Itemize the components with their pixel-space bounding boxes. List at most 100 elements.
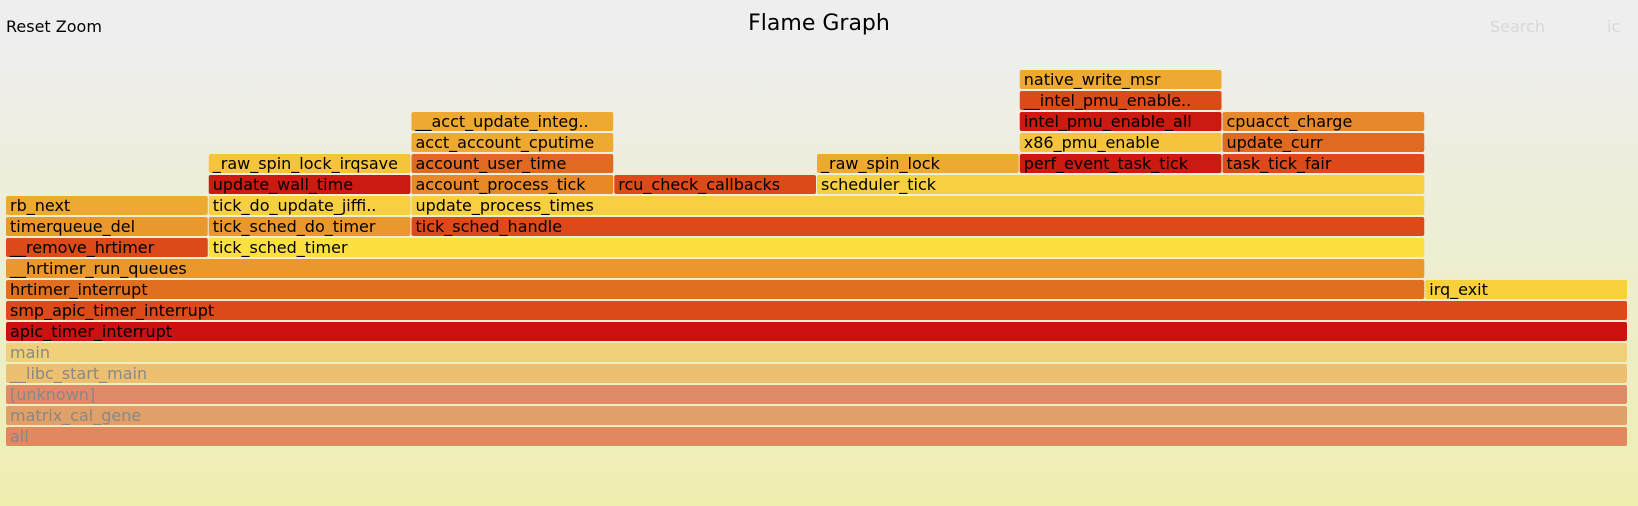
frame-label: matrix_cal_gene xyxy=(10,406,141,426)
frame-rect[interactable] xyxy=(1425,280,1627,299)
frame-rect[interactable] xyxy=(6,385,1627,404)
frame-label: rcu_check_callbacks xyxy=(618,175,780,195)
frame-label: _raw_spin_lock_irqsave xyxy=(212,154,398,174)
frame-rect[interactable] xyxy=(817,175,1425,194)
frame-account-process-tick[interactable]: account_process_tick xyxy=(411,175,614,195)
frame-rect[interactable] xyxy=(208,217,411,236)
frame-tick-sched-do-timer[interactable]: tick_sched_do_timer xyxy=(208,217,411,237)
frame-tick-sched-timer[interactable]: tick_sched_timer xyxy=(208,238,1425,258)
frame-rect[interactable] xyxy=(614,175,816,194)
frame-account-user-time[interactable]: account_user_time xyxy=(411,154,614,174)
frame-libc-start-main[interactable]: __libc_start_main xyxy=(6,364,1627,384)
frame-rect[interactable] xyxy=(6,322,1627,341)
frame-label: tick_sched_handle xyxy=(416,217,563,237)
frame-matrix-cal-gene[interactable]: matrix_cal_gene xyxy=(6,406,1627,426)
frame-acct-account-cputime[interactable]: acct_account_cputime xyxy=(411,133,614,153)
frame-rect[interactable] xyxy=(6,343,1627,362)
frame-label: hrtimer_interrupt xyxy=(10,280,148,300)
frame-rect[interactable] xyxy=(1019,91,1222,110)
frame-update-wall-time[interactable]: update_wall_time xyxy=(208,175,411,195)
frame-label: tick_do_update_jiffi.. xyxy=(213,196,377,216)
frame-rect[interactable] xyxy=(208,154,411,173)
frame-native-write-msr[interactable]: native_write_msr xyxy=(1019,70,1222,90)
frame-rect[interactable] xyxy=(411,196,1425,215)
frame-remove-hrtimer[interactable]: __remove_hrtimer xyxy=(6,238,208,258)
frame-rect[interactable] xyxy=(1222,133,1425,152)
frame-label: x86_pmu_enable xyxy=(1024,133,1160,153)
frame-rect[interactable] xyxy=(6,406,1627,425)
frame-intel-pmu-enable-all[interactable]: intel_pmu_enable_all xyxy=(1019,112,1222,132)
frame-rect[interactable] xyxy=(411,133,614,152)
frame-unknown[interactable]: [unknown] xyxy=(6,385,1627,404)
frame-rect[interactable] xyxy=(6,427,1627,446)
frame-raw-spin-lock-irqsave[interactable]: _raw_spin_lock_irqsave xyxy=(208,154,411,174)
frame-label: apic_timer_interrupt xyxy=(10,322,172,342)
frame-main[interactable]: main xyxy=(6,343,1627,362)
frame-label: perf_event_task_tick xyxy=(1024,154,1189,174)
frame-apic-timer-interrupt[interactable]: apic_timer_interrupt xyxy=(6,322,1627,342)
frame-label: main xyxy=(10,343,50,362)
frame-task-tick-fair[interactable]: task_tick_fair xyxy=(1222,154,1425,174)
frame-hrtimer-interrupt[interactable]: hrtimer_interrupt xyxy=(6,280,1425,300)
frame-rect[interactable] xyxy=(1222,154,1425,173)
frame-rect[interactable] xyxy=(6,196,208,215)
frame-label: _raw_spin_lock xyxy=(820,154,941,174)
frame-rect[interactable] xyxy=(411,175,614,194)
frame-rect[interactable] xyxy=(208,238,1425,257)
frame-update-curr[interactable]: update_curr xyxy=(1222,133,1425,153)
frame-label: update_wall_time xyxy=(213,175,353,195)
frame-rect[interactable] xyxy=(411,112,614,131)
frame-rect[interactable] xyxy=(6,280,1425,299)
frame-irq-exit[interactable]: irq_exit xyxy=(1425,280,1627,300)
frame-rb-next[interactable]: rb_next xyxy=(6,196,208,216)
frame-perf-event-task-tick[interactable]: perf_event_task_tick xyxy=(1019,154,1222,174)
frame-label: __intel_pmu_enable.. xyxy=(1023,91,1191,111)
frame-label: rb_next xyxy=(10,196,70,216)
frame-label: all xyxy=(10,427,29,446)
frame-label: smp_apic_timer_interrupt xyxy=(10,301,214,321)
frame-label: __hrtimer_run_queues xyxy=(9,259,187,279)
frame-hrtimer-run-queues[interactable]: __hrtimer_run_queues xyxy=(6,259,1425,279)
frame-smp-apic-timer-interrupt[interactable]: smp_apic_timer_interrupt xyxy=(6,301,1627,321)
frame-rect[interactable] xyxy=(1019,133,1222,152)
frame-label: irq_exit xyxy=(1429,280,1488,300)
frame-rect[interactable] xyxy=(817,154,1019,173)
frame-scheduler-tick[interactable]: scheduler_tick xyxy=(817,175,1425,195)
frame-rect[interactable] xyxy=(208,196,411,215)
frame-tick-do-update-jiffi[interactable]: tick_do_update_jiffi.. xyxy=(208,196,411,216)
frame-cpuacct-charge[interactable]: cpuacct_charge xyxy=(1222,112,1425,132)
frame-rect[interactable] xyxy=(6,217,208,236)
frame-update-process-times[interactable]: update_process_times xyxy=(411,196,1425,216)
frame-acct-update-integ[interactable]: __acct_update_integ.. xyxy=(411,112,614,132)
frame-rect[interactable] xyxy=(411,217,1425,236)
reset-zoom-button[interactable]: Reset Zoom xyxy=(6,17,102,36)
frame-intel-pmu-enable[interactable]: __intel_pmu_enable.. xyxy=(1019,91,1222,111)
frame-rect[interactable] xyxy=(1019,70,1222,89)
frame-tick-sched-handle[interactable]: tick_sched_handle xyxy=(411,217,1425,237)
search-button[interactable]: Search xyxy=(1490,17,1545,36)
frame-rect[interactable] xyxy=(411,154,614,173)
frame-rect[interactable] xyxy=(6,238,208,257)
frame-raw-spin-lock[interactable]: _raw_spin_lock xyxy=(817,154,1019,174)
frame-rect[interactable] xyxy=(208,175,411,194)
frame-rect[interactable] xyxy=(6,301,1627,320)
frame-label: native_write_msr xyxy=(1024,70,1161,90)
frame-label: timerqueue_del xyxy=(10,217,135,237)
ignore-case-toggle[interactable]: ic xyxy=(1607,17,1621,36)
frame-x86-pmu-enable[interactable]: x86_pmu_enable xyxy=(1019,133,1222,153)
frame-label: __remove_hrtimer xyxy=(9,238,155,258)
frame-timerqueue-del[interactable]: timerqueue_del xyxy=(6,217,208,237)
frame-rect[interactable] xyxy=(1222,112,1425,131)
frame-label: scheduler_tick xyxy=(821,175,937,195)
frame-rect[interactable] xyxy=(6,364,1627,383)
frame-rcu-check-callbacks[interactable]: rcu_check_callbacks xyxy=(614,175,816,195)
frame-rect[interactable] xyxy=(1019,112,1222,131)
frame-label: __libc_start_main xyxy=(9,364,147,384)
frame-all[interactable]: all xyxy=(6,427,1627,446)
frame-rect[interactable] xyxy=(6,259,1425,278)
frame-label: tick_sched_do_timer xyxy=(213,217,376,237)
frame-label: account_user_time xyxy=(416,154,567,174)
frame-rect[interactable] xyxy=(1019,154,1222,173)
frame-label: intel_pmu_enable_all xyxy=(1024,112,1192,132)
